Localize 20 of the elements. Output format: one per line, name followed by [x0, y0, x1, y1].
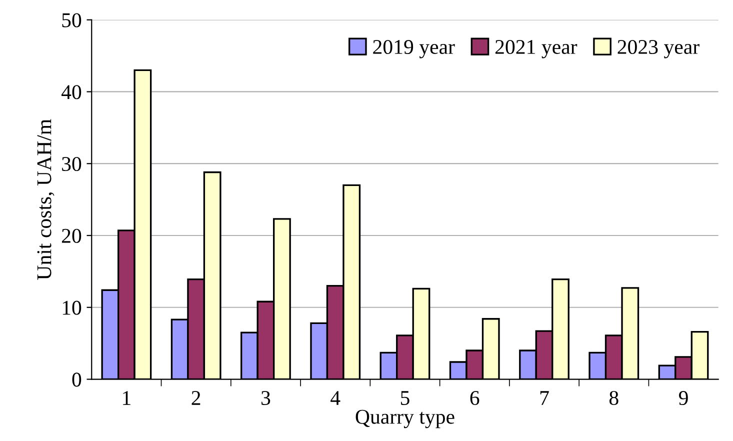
x-tick-label: 6 [470, 391, 480, 406]
legend-label: 2021 year [495, 40, 578, 58]
y-tick-label: 40 [61, 85, 82, 100]
x-tick-label: 7 [540, 391, 549, 405]
legend-label: 2019 year [373, 40, 455, 58]
y-tick-label: 0 [72, 372, 82, 387]
y-tick-label: 50 [62, 13, 82, 28]
y-tick-label: 20 [62, 228, 82, 243]
x-tick-label: 4 [330, 391, 340, 405]
legend-label: 2023 year [618, 40, 700, 58]
x-tick-label: 8 [609, 390, 618, 406]
x-tick-label: 2 [192, 391, 200, 405]
y-axis-title: Unit costs, UAH/m [37, 119, 54, 280]
x-tick-label: 9 [678, 391, 688, 406]
x-axis-title: Quarry type [356, 410, 454, 428]
y-tick-label: 10 [62, 300, 82, 315]
x-tick-label: 3 [262, 391, 270, 406]
y-tick-label: 30 [62, 156, 82, 172]
x-tick-label: 5 [400, 391, 410, 406]
x-tick-label: 1 [123, 391, 130, 405]
